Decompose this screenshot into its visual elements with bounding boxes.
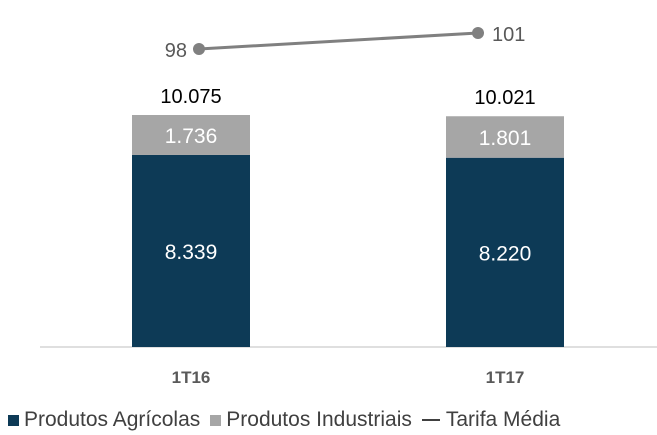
bar-industriais-1T16 bbox=[132, 115, 250, 155]
legend-item-industriais: Produtos Industriais bbox=[210, 408, 412, 432]
tarifa-media-label-1T17: 101 bbox=[492, 24, 525, 46]
legend-item-agricolas: Produtos Agrícolas bbox=[8, 408, 200, 432]
bar-industriais-1T17 bbox=[446, 116, 564, 158]
total-label-1T16: 10.075 bbox=[160, 86, 221, 108]
legend-label-industriais: Produtos Industriais bbox=[226, 408, 412, 431]
legend-swatch-agricolas bbox=[8, 414, 19, 426]
value-label-industriais-1T16: 1.736 bbox=[165, 125, 218, 148]
value-label-agricolas-1T16: 8.339 bbox=[165, 241, 218, 264]
value-label-agricolas-1T17: 8.220 bbox=[479, 242, 532, 265]
tarifa-media-line bbox=[198, 31, 479, 51]
line-group bbox=[193, 27, 484, 55]
tarifa-media-point-1T17 bbox=[472, 27, 484, 39]
bars-group bbox=[132, 115, 564, 347]
legend-item-tarifa: Tarifa Média bbox=[421, 408, 561, 432]
category-label-1T17: 1T17 bbox=[486, 368, 525, 387]
labels-group: 8.339 1.736 10.075 1T16 8.220 1.801 10.021 1T17… bbox=[160, 24, 535, 387]
value-label-industriais-1T17: 1.801 bbox=[479, 127, 532, 150]
tarifa-media-point-1T16 bbox=[193, 43, 205, 55]
total-label-1T17: 10.021 bbox=[474, 87, 535, 109]
legend-swatch-tarifa bbox=[421, 419, 440, 421]
bar-agricolas-1T17 bbox=[446, 157, 564, 347]
tarifa-media-label-1T16: 98 bbox=[165, 40, 187, 62]
legend-label-tarifa: Tarifa Média bbox=[445, 408, 561, 431]
legend: Produtos Agrícolas Produtos Industriais … bbox=[8, 408, 657, 432]
bar-agricolas-1T16 bbox=[132, 154, 250, 347]
legend-label-agricolas: Produtos Agrícolas bbox=[24, 408, 201, 431]
category-label-1T16: 1T16 bbox=[172, 368, 211, 387]
legend-swatch-industriais bbox=[210, 414, 222, 426]
